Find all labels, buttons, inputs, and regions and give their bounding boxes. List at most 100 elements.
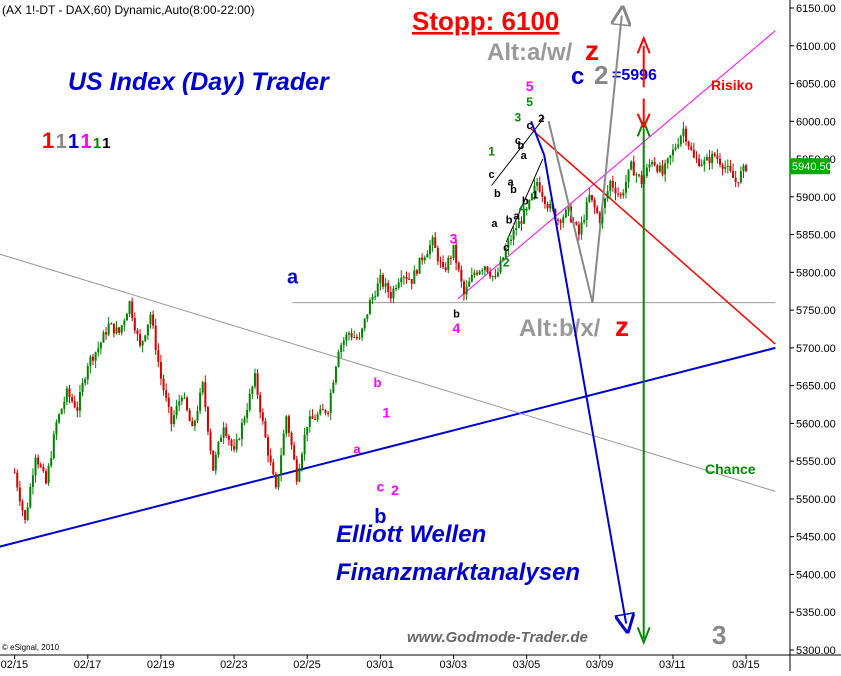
candle-body bbox=[523, 210, 526, 224]
price-tick-label: 5350.00 bbox=[796, 607, 836, 619]
wave-label: b bbox=[522, 195, 529, 207]
candle-body bbox=[617, 193, 620, 195]
candle-body bbox=[165, 390, 168, 398]
candle-body bbox=[253, 373, 256, 387]
wave-label: a bbox=[513, 210, 520, 222]
title-left: US Index (Day) Trader bbox=[68, 68, 330, 96]
candle-body bbox=[726, 165, 729, 167]
wave-label: b bbox=[453, 309, 460, 321]
candle-body bbox=[666, 158, 669, 164]
candle-body bbox=[293, 445, 296, 460]
candle-body bbox=[159, 362, 162, 379]
candle-body bbox=[256, 373, 259, 395]
candle-body bbox=[269, 455, 272, 463]
candle-body bbox=[468, 281, 471, 287]
candle-body bbox=[705, 156, 708, 161]
candle-body bbox=[671, 149, 674, 156]
candle-body bbox=[483, 266, 486, 271]
candle-body bbox=[690, 146, 693, 150]
candle-body bbox=[316, 414, 319, 420]
candle-body bbox=[575, 222, 578, 225]
candle-body bbox=[502, 257, 505, 261]
candle-body bbox=[300, 454, 303, 469]
candle-body bbox=[261, 412, 264, 421]
candle-body bbox=[457, 262, 460, 270]
alt-top-label: Alt:a/w/ bbox=[487, 39, 573, 66]
candle-body bbox=[392, 288, 395, 299]
candle-body bbox=[227, 435, 230, 441]
candle-body bbox=[295, 459, 298, 482]
candle-body bbox=[123, 320, 126, 326]
date-tick-label: 02/25 bbox=[293, 659, 321, 671]
candle-body bbox=[63, 401, 66, 409]
date-tick-label: 02/23 bbox=[220, 659, 248, 671]
wave-label: 5 bbox=[526, 95, 533, 109]
candle-body bbox=[486, 266, 489, 272]
date-tick-label: 03/03 bbox=[440, 659, 468, 671]
candle-body bbox=[368, 300, 371, 315]
candle-body bbox=[737, 182, 740, 184]
candle-body bbox=[421, 257, 424, 261]
candle-body bbox=[439, 261, 442, 263]
candle-body bbox=[734, 177, 737, 183]
candle-body bbox=[327, 412, 330, 414]
price-tick-label: 5850.00 bbox=[796, 230, 836, 242]
candle-body bbox=[233, 446, 236, 450]
candle-body bbox=[334, 366, 337, 383]
candle-body bbox=[700, 164, 703, 166]
candle-body bbox=[721, 164, 724, 169]
candle-body bbox=[512, 230, 515, 240]
candle-body bbox=[240, 422, 243, 440]
degree-legend-item: 1 bbox=[80, 131, 91, 153]
candle-body bbox=[609, 181, 612, 192]
candle-body bbox=[460, 269, 463, 282]
candle-body bbox=[60, 408, 63, 415]
candle-body bbox=[509, 239, 512, 241]
candle-body bbox=[39, 464, 42, 467]
candle-body bbox=[84, 379, 87, 384]
alt-mid-label: Alt:b/x/ bbox=[519, 315, 601, 342]
candle-body bbox=[536, 182, 539, 186]
candle-body bbox=[321, 409, 324, 411]
candle-body bbox=[280, 455, 283, 476]
candle-body bbox=[585, 201, 588, 220]
candle-body bbox=[627, 169, 630, 183]
candle-body bbox=[73, 401, 76, 408]
candle-body bbox=[494, 276, 497, 278]
wave-label: b bbox=[494, 188, 501, 200]
candle-body bbox=[355, 336, 358, 339]
candle-body bbox=[118, 327, 121, 333]
candle-body bbox=[517, 221, 520, 229]
price-tick-label: 5550.00 bbox=[796, 456, 836, 468]
candle-body bbox=[405, 276, 408, 279]
date-tick-label: 03/15 bbox=[732, 659, 760, 671]
candle-body bbox=[105, 332, 108, 335]
candle-body bbox=[238, 439, 241, 441]
candle-body bbox=[324, 410, 327, 413]
candle-body bbox=[695, 157, 698, 159]
candle-body bbox=[52, 434, 55, 459]
candle-body bbox=[89, 356, 92, 367]
candle-body bbox=[745, 165, 748, 172]
candle-body bbox=[687, 141, 690, 147]
alt-top-z: z bbox=[585, 35, 599, 66]
candle-body bbox=[128, 301, 131, 314]
candle-body bbox=[201, 382, 204, 393]
candle-body bbox=[661, 165, 664, 175]
magenta-channel bbox=[457, 30, 776, 300]
candle-body bbox=[397, 282, 400, 289]
candle-body bbox=[384, 283, 387, 287]
candle-body bbox=[638, 174, 641, 176]
wave-label: 1 bbox=[532, 189, 538, 201]
candle-body bbox=[157, 350, 160, 363]
candle-body bbox=[92, 356, 95, 361]
candle-body bbox=[214, 454, 217, 471]
candle-body bbox=[264, 420, 267, 438]
wave-label: b bbox=[517, 140, 524, 152]
candle-body bbox=[434, 237, 437, 248]
candle-body bbox=[504, 248, 507, 258]
candle-body bbox=[473, 272, 476, 275]
wave-label: 4 bbox=[453, 320, 461, 336]
candle-body bbox=[131, 301, 134, 319]
